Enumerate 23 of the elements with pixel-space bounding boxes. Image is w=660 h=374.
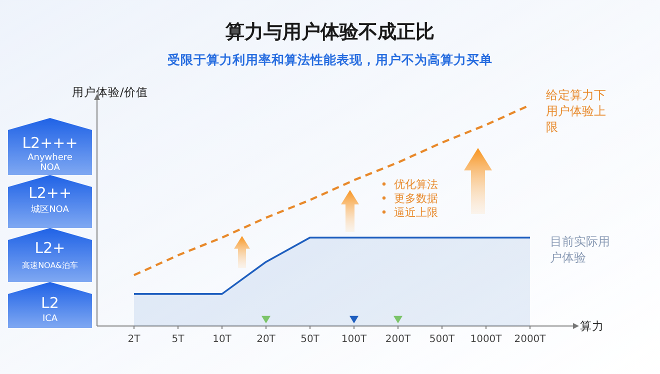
text: L2++ 城区NOA xyxy=(28,184,72,215)
annotation: 更多数据 xyxy=(394,192,438,205)
series-label: 给定算力下用户体验上限 xyxy=(546,88,606,134)
chart-title: 算力与用户体验不成正比 xyxy=(224,21,434,43)
x-tick-label: 200T xyxy=(385,334,412,345)
text: L2+++ Anywhere NOA xyxy=(22,134,78,173)
y-axis-title: 用户体验/价值 xyxy=(72,85,148,99)
x-tick-label: 5T xyxy=(172,334,186,345)
x-tick-label: 500T xyxy=(429,334,456,345)
x-tick-label: 2T xyxy=(128,334,142,345)
x-tick-label: 1000T xyxy=(470,334,503,345)
series-label: 目前实际用户体验 xyxy=(550,234,610,265)
x-tick-label: 10T xyxy=(212,334,232,345)
x-tick-label: 20T xyxy=(256,334,276,345)
annotation: 逼近上限 xyxy=(394,206,438,219)
text: L2+ 高速NOA&泊车 xyxy=(22,239,78,270)
x-axis-title: 算力 xyxy=(580,319,604,333)
x-tick-label: 2000T xyxy=(514,334,547,345)
x-tick-label: 50T xyxy=(300,334,320,345)
chart-subtitle: 受限于算力利用率和算法性能表现，用户不为高算力买单 xyxy=(168,52,492,67)
annotation: 优化算法 xyxy=(394,178,438,191)
text: L2 ICA xyxy=(41,294,59,324)
x-tick-label: 100T xyxy=(341,334,368,345)
